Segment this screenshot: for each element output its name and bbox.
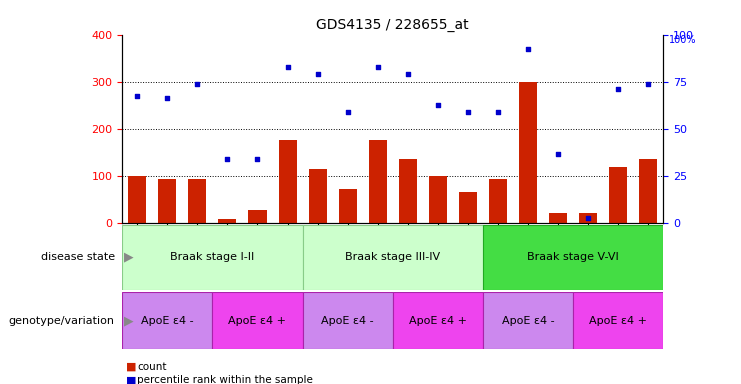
Bar (339, 189, 356, 223)
Point (222, 156, 233, 162)
Title: GDS4135 / 228655_at: GDS4135 / 228655_at (316, 18, 469, 32)
Bar (213, 292, 302, 349)
Point (402, 71, 413, 78)
Bar (609, 167, 627, 223)
Bar (188, 179, 207, 223)
Text: Braak stage I-II: Braak stage I-II (170, 252, 255, 262)
Text: ▶: ▶ (124, 251, 133, 264)
Point (432, 102, 444, 108)
Point (251, 156, 264, 162)
Point (162, 95, 173, 101)
Point (552, 151, 564, 157)
Text: ApoE ε4 -: ApoE ε4 - (141, 316, 193, 326)
Bar (573, 292, 663, 349)
Bar (483, 292, 573, 349)
Text: ApoE ε4 +: ApoE ε4 + (409, 316, 467, 326)
Text: ■: ■ (126, 375, 136, 384)
Bar (639, 159, 657, 223)
Bar (369, 141, 387, 223)
Point (312, 71, 324, 78)
Bar (579, 214, 597, 223)
Point (372, 65, 384, 71)
Text: genotype/variation: genotype/variation (9, 316, 115, 326)
Bar (302, 225, 483, 290)
Bar (549, 214, 567, 223)
Bar (122, 225, 302, 290)
Bar (308, 169, 327, 223)
Bar (219, 219, 236, 223)
Point (582, 215, 594, 221)
Text: ApoE ε4 -: ApoE ε4 - (322, 316, 374, 326)
Text: percentile rank within the sample: percentile rank within the sample (137, 375, 313, 384)
Point (191, 81, 203, 87)
Bar (279, 141, 296, 223)
Bar (159, 179, 176, 223)
Bar (489, 179, 507, 223)
Text: count: count (137, 362, 167, 372)
Bar (248, 210, 267, 223)
Point (462, 109, 473, 115)
Point (492, 109, 504, 115)
Point (642, 81, 654, 87)
Bar (128, 176, 146, 223)
Text: disease state: disease state (41, 252, 115, 262)
Bar (459, 192, 477, 223)
Point (131, 93, 143, 99)
Bar (399, 159, 416, 223)
Text: 100%: 100% (668, 35, 696, 45)
Text: ApoE ε4 +: ApoE ε4 + (228, 316, 287, 326)
Point (522, 46, 534, 52)
Bar (519, 82, 537, 223)
Bar (302, 292, 393, 349)
Text: Braak stage V-VI: Braak stage V-VI (527, 252, 619, 262)
Bar (393, 292, 483, 349)
Bar (483, 225, 663, 290)
Text: ApoE ε4 -: ApoE ε4 - (502, 316, 554, 326)
Text: ■: ■ (126, 362, 136, 372)
Point (612, 86, 624, 92)
Bar (122, 292, 213, 349)
Point (342, 109, 353, 115)
Text: Braak stage III-IV: Braak stage III-IV (345, 252, 440, 262)
Bar (429, 176, 447, 223)
Text: ▶: ▶ (124, 314, 133, 327)
Point (282, 65, 293, 71)
Text: ApoE ε4 +: ApoE ε4 + (589, 316, 647, 326)
